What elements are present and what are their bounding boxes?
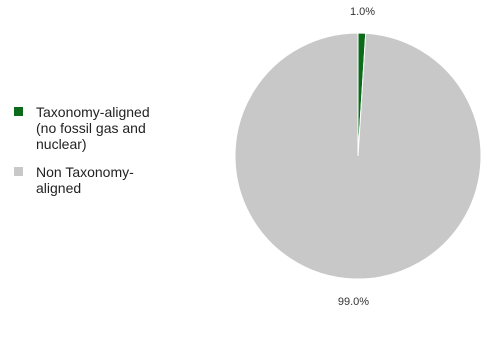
pie-data-label-0: 1.0% xyxy=(350,6,375,18)
pie-data-label-1: 99.0% xyxy=(338,296,369,308)
legend-swatch-non-taxonomy-aligned xyxy=(14,167,23,176)
legend-swatch-taxonomy-aligned xyxy=(14,107,23,116)
legend-item-non-taxonomy-aligned: Non Taxonomy-aligned xyxy=(14,164,164,196)
legend-label-taxonomy-aligned: Taxonomy-aligned (no fossil gas and nucl… xyxy=(36,104,150,152)
chart-legend: Taxonomy-aligned (no fossil gas and nucl… xyxy=(14,104,164,208)
legend-item-taxonomy-aligned: Taxonomy-aligned (no fossil gas and nucl… xyxy=(14,104,164,152)
legend-label-non-taxonomy-aligned: Non Taxonomy-aligned xyxy=(36,164,134,196)
pie-slice-1 xyxy=(234,32,482,280)
